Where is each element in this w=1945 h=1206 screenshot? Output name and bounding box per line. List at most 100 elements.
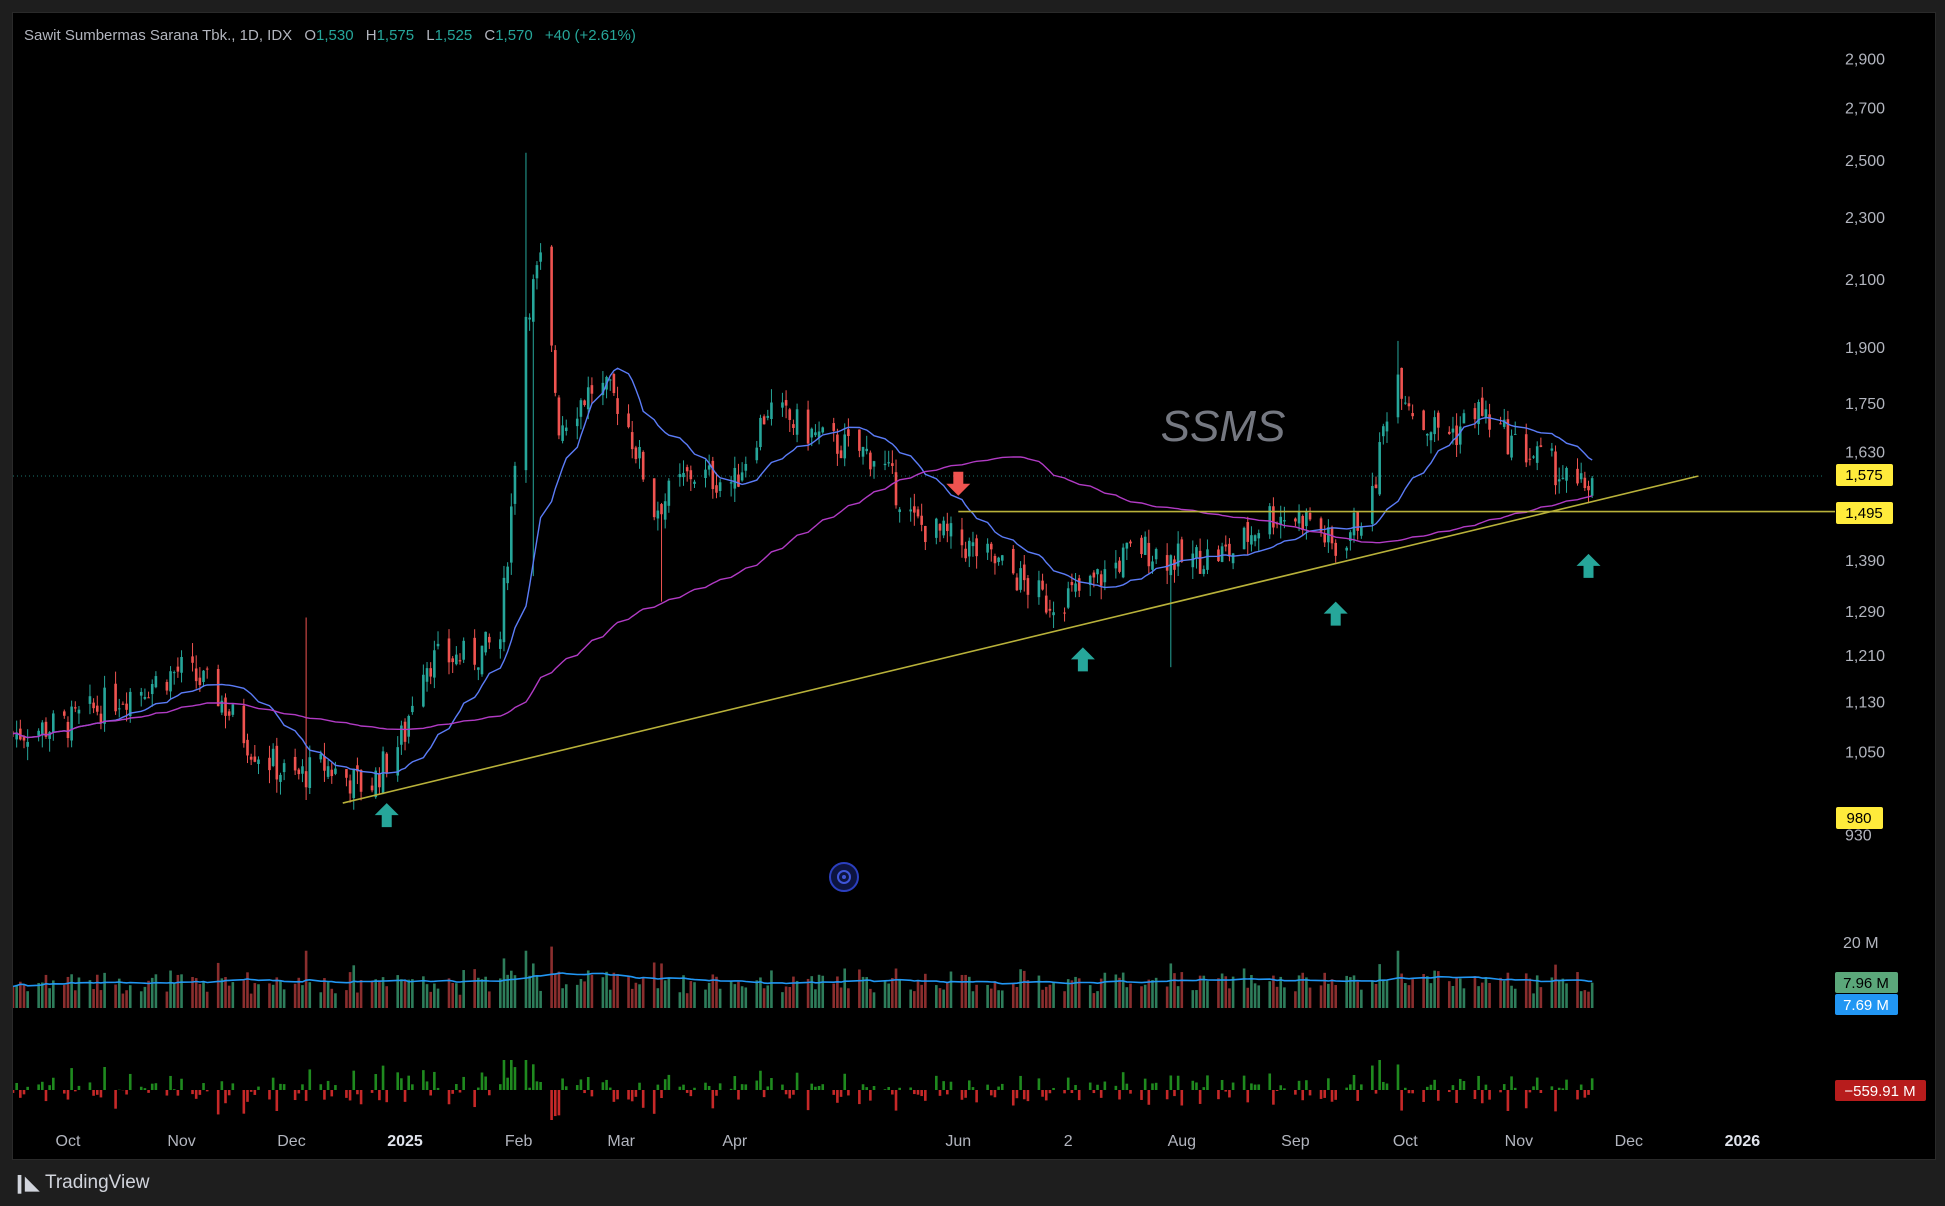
- price-tick-label: 1,630: [1845, 445, 1885, 462]
- flow-bar: [806, 1090, 810, 1111]
- candle-body: [1015, 577, 1019, 591]
- flow-bar: [1462, 1081, 1466, 1090]
- candle-body: [1539, 445, 1543, 447]
- volume-bar: [1480, 982, 1484, 1008]
- flow-bar: [301, 1084, 304, 1090]
- volume-bar: [77, 977, 81, 1008]
- volume-bar: [176, 974, 180, 1008]
- flow-bar: [564, 1086, 568, 1090]
- candle-body: [693, 481, 696, 484]
- candle-body: [1400, 367, 1403, 399]
- flow-bar: [480, 1072, 484, 1090]
- flow-bar: [1250, 1083, 1253, 1090]
- flow-bar: [861, 1084, 865, 1090]
- volume-bar: [88, 980, 92, 1008]
- chart-panel[interactable]: 930 1,050 1,130 1,210 1,290 1,390 1,630 1,750 1,…: [12, 12, 1936, 1160]
- volume-bar: [1323, 972, 1327, 1008]
- flow-bar: [198, 1090, 202, 1095]
- candle-body: [125, 703, 128, 710]
- price-chart[interactable]: 930 1,050 1,130 1,210 1,290 1,390 1,630 1,750 1,…: [13, 13, 1935, 1159]
- volume-bar: [172, 982, 176, 1008]
- candle-body: [1074, 583, 1077, 592]
- flow-bar: [975, 1090, 978, 1103]
- flow-bar: [220, 1081, 224, 1090]
- flow-bar: [935, 1075, 938, 1090]
- flow-bar: [579, 1079, 583, 1090]
- flow-bar: [1099, 1090, 1103, 1098]
- volume-bar: [667, 977, 671, 1008]
- volume-bar: [1371, 980, 1374, 1008]
- candle-body: [1052, 612, 1055, 616]
- candle-body: [788, 409, 792, 420]
- candle-body: [1356, 512, 1359, 531]
- price-tick-label: 1,750: [1845, 396, 1885, 413]
- flow-bar: [989, 1090, 993, 1096]
- volume-bar: [938, 988, 942, 1008]
- volume-bar: [1506, 972, 1510, 1008]
- flow-bar: [506, 1077, 509, 1090]
- brand-name[interactable]: TradingView: [44, 1172, 150, 1193]
- volume-bar: [605, 971, 608, 1008]
- price-tick-label: 2,900: [1845, 52, 1885, 69]
- target-icon[interactable]: [829, 862, 859, 892]
- volume-bar: [784, 986, 788, 1008]
- volume-axis-label: 20 M: [1843, 935, 1879, 952]
- flow-bar: [1590, 1078, 1594, 1090]
- flow-bar: [744, 1084, 748, 1090]
- candle-body: [26, 741, 29, 747]
- candle-body: [652, 478, 656, 518]
- volume-bar: [967, 976, 971, 1008]
- volume-bar: [693, 982, 696, 1008]
- candle-body: [1583, 477, 1587, 488]
- flow-bar: [139, 1086, 143, 1090]
- candle-body: [575, 418, 579, 427]
- flow-bar: [1528, 1090, 1532, 1093]
- candle-body: [935, 518, 938, 538]
- candle-body: [330, 769, 334, 777]
- volume-ma-line: [13, 972, 1593, 988]
- candle-body: [1195, 547, 1198, 558]
- candle-body: [737, 474, 740, 487]
- volume-bar: [1242, 968, 1246, 1008]
- flow-bar: [960, 1090, 964, 1100]
- volume-bar: [612, 972, 616, 1008]
- flow-bar: [356, 1090, 359, 1095]
- volume-ma-badge: [1835, 994, 1898, 1015]
- candle-body: [429, 668, 432, 677]
- candle-body: [707, 465, 711, 470]
- tradingview-logo-icon[interactable]: ❙◣: [12, 1172, 39, 1193]
- volume-bar: [1195, 990, 1198, 1008]
- candle-body: [1228, 543, 1231, 557]
- flow-bar: [425, 1081, 429, 1090]
- flow-bar: [898, 1087, 901, 1090]
- candle-body: [378, 773, 381, 788]
- flow-bar: [44, 1090, 48, 1102]
- volume-bar: [989, 988, 993, 1008]
- footer: ❙◣ TradingView: [12, 1166, 150, 1200]
- flow-bar: [1458, 1078, 1462, 1090]
- candle-body: [1349, 532, 1352, 541]
- flow-bar: [455, 1084, 458, 1090]
- candle-body: [1279, 516, 1283, 525]
- volume-bar: [792, 976, 795, 1008]
- flow-bar: [37, 1084, 40, 1090]
- candle-body: [1011, 548, 1015, 574]
- up-arrow-marker: [1323, 601, 1348, 626]
- volume-bar: [861, 976, 865, 1008]
- volume-bar: [451, 982, 454, 1008]
- volume-bar: [455, 983, 458, 1008]
- volume-bar: [509, 970, 513, 1008]
- volume-bar: [1436, 971, 1440, 1008]
- volume-bar: [1458, 978, 1462, 1008]
- flow-bar: [1352, 1074, 1356, 1090]
- flow-bar: [872, 1086, 876, 1090]
- candle-body: [715, 485, 718, 493]
- volume-bar: [663, 980, 667, 1008]
- flow-bar: [946, 1090, 949, 1095]
- volume-bar: [1077, 978, 1081, 1008]
- volume-bar: [1011, 982, 1015, 1008]
- candle-body: [121, 703, 125, 705]
- volume-bar: [762, 988, 766, 1008]
- flow-bar: [1385, 1083, 1389, 1090]
